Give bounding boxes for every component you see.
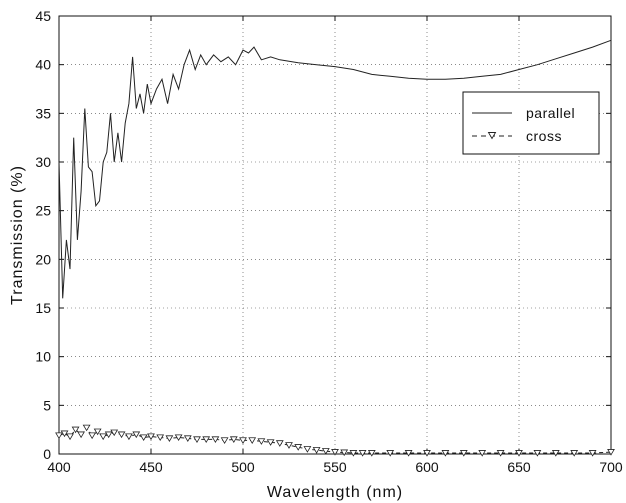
data-point-cross — [60, 430, 69, 438]
data-point-cross — [183, 435, 192, 443]
data-point-cross — [132, 431, 141, 439]
data-point-cross — [156, 434, 165, 442]
data-point-cross — [193, 436, 201, 443]
data-point-cross — [533, 450, 542, 457]
data-point-cross — [93, 428, 102, 436]
data-point-cross — [147, 433, 155, 441]
axis-ticks: 400 450 500 550 600 650 700 0 5 10 15 20 25 30 35 40 45 — [35, 8, 622, 475]
y-tick-label: 15 — [35, 300, 51, 316]
data-point-cross — [125, 433, 133, 441]
data-point-cross — [239, 437, 247, 444]
y-axis-label: Transmission (%) — [9, 165, 26, 305]
data-point-cross — [202, 436, 211, 443]
data-point-cross — [211, 436, 220, 443]
x-tick-label: 600 — [415, 459, 439, 475]
data-point-cross — [66, 433, 74, 441]
data-point-cross — [285, 442, 293, 449]
data-point-cross — [496, 450, 505, 457]
data-point-cross — [321, 448, 330, 455]
data-point-cross — [331, 449, 339, 456]
data-point-cross — [220, 437, 229, 444]
data-point-cross — [99, 433, 108, 441]
y-tick-label: 40 — [35, 57, 51, 73]
data-point-cross — [248, 437, 257, 444]
data-point-cross — [117, 431, 126, 439]
x-tick-label: 550 — [323, 459, 347, 475]
data-point-cross — [275, 440, 284, 447]
data-point-cross — [257, 438, 266, 445]
y-tick-label: 0 — [43, 446, 51, 462]
data-point-cross — [303, 446, 312, 453]
legend-marker-cross — [487, 132, 497, 140]
data-point-cross — [386, 450, 395, 457]
data-point-cross — [174, 434, 183, 442]
data-point-cross — [441, 450, 450, 457]
data-point-cross — [551, 450, 560, 457]
data-point-cross — [367, 450, 376, 457]
data-point-cross — [404, 450, 413, 457]
data-point-cross — [349, 450, 358, 457]
series-layer — [55, 39, 615, 457]
series-line-parallel — [58, 39, 612, 299]
x-tick-label: 400 — [47, 459, 71, 475]
x-tick-label: 700 — [599, 459, 623, 475]
legend-label-parallel: parallel — [526, 105, 575, 121]
legend-box — [462, 91, 600, 155]
data-point-cross — [82, 424, 91, 432]
data-point-cross — [165, 435, 174, 443]
data-point-cross — [358, 450, 367, 457]
y-tick-label: 20 — [35, 251, 51, 267]
grid — [59, 16, 611, 454]
y-tick-label: 25 — [35, 203, 51, 219]
data-point-cross — [55, 432, 63, 440]
data-point-cross — [423, 450, 431, 457]
y-tick-label: 5 — [43, 397, 51, 413]
data-point-cross — [515, 450, 523, 457]
data-point-cross — [77, 431, 85, 439]
data-point-cross — [570, 450, 579, 457]
data-point-cross — [340, 449, 349, 457]
data-point-cross — [312, 447, 321, 454]
data-point-cross — [478, 450, 487, 457]
x-tick-label: 450 — [139, 459, 163, 475]
legend: parallel cross — [462, 91, 600, 155]
data-point-cross — [110, 429, 119, 437]
x-axis-label: Wavelength (nm) — [267, 484, 403, 501]
y-tick-label: 35 — [35, 105, 51, 121]
x-tick-label: 650 — [507, 459, 531, 475]
y-tick-label: 45 — [35, 8, 51, 24]
y-tick-label: 10 — [35, 349, 51, 365]
data-point-cross — [607, 449, 615, 456]
data-point-cross — [104, 431, 113, 439]
data-point-cross — [588, 450, 597, 457]
y-tick-label: 30 — [35, 154, 51, 170]
data-point-cross — [88, 432, 97, 440]
legend-label-cross: cross — [526, 128, 562, 144]
data-point-cross — [229, 436, 238, 443]
x-tick-label: 500 — [231, 459, 255, 475]
data-point-cross — [71, 426, 80, 434]
data-point-cross — [139, 434, 148, 442]
data-point-cross — [459, 450, 468, 457]
data-point-cross — [294, 444, 303, 451]
data-point-cross — [266, 439, 275, 446]
